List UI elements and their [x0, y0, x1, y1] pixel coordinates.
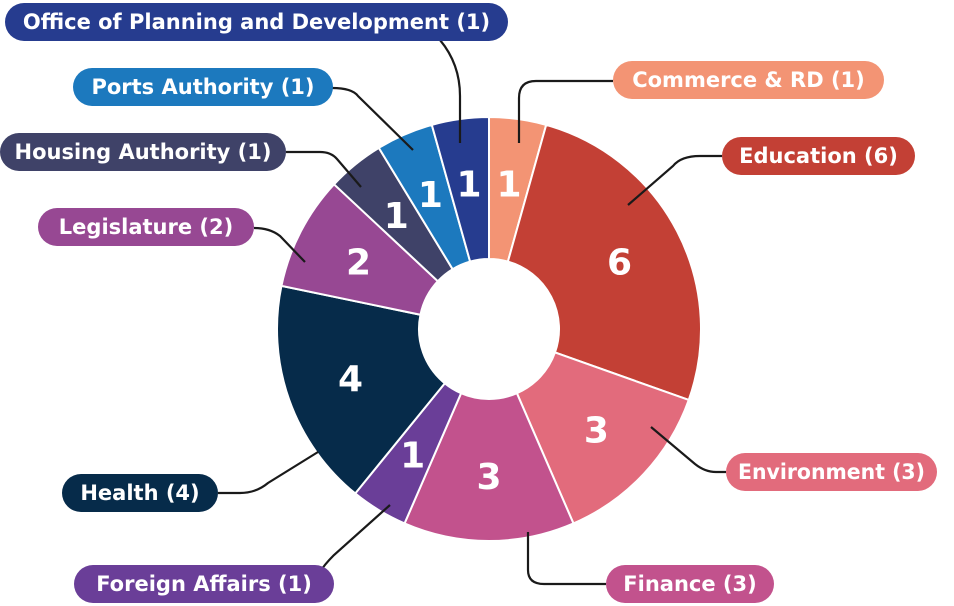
donut-slice	[430, 115, 490, 263]
callout-label-text: Office of Planning and Development (1)	[23, 10, 490, 34]
leader-lines	[218, 39, 726, 586]
slice-value-label: 1	[418, 175, 443, 216]
callout-pill	[606, 565, 774, 603]
callout-pill	[613, 61, 884, 99]
callout-label-text: Commerce & RD (1)	[632, 68, 865, 92]
leader-line	[650, 426, 726, 474]
slice-value-label: 6	[607, 242, 632, 283]
callout-label-text: Education (6)	[739, 144, 898, 168]
leader-line	[331, 86, 414, 151]
leader-line	[517, 79, 613, 143]
slice-value-label: 3	[476, 457, 501, 498]
callout-pill	[722, 137, 915, 175]
callout-pill	[74, 565, 334, 603]
callout-labels: Commerce & RD (1) Education (6) Environmen…	[0, 3, 937, 603]
callout-label-text: Legislature (2)	[59, 215, 233, 239]
callout-label-text: Housing Authority (1)	[15, 140, 272, 164]
callout-label-text: Foreign Affairs (1)	[96, 572, 312, 596]
callout-pill	[73, 68, 333, 106]
leader-line	[319, 504, 391, 573]
donut-slice	[276, 284, 447, 495]
donut-slice	[403, 391, 575, 542]
callout-label-text: Health (4)	[80, 481, 199, 505]
slice-value-label: 2	[346, 242, 371, 283]
callout-label-text: Environment (3)	[738, 460, 925, 484]
leader-line	[526, 532, 606, 586]
slice-value-label: 1	[400, 436, 425, 477]
callout-pill	[726, 453, 937, 491]
slice-value-label: 3	[584, 410, 609, 451]
slice-value-label: 1	[456, 164, 481, 205]
donut-slice	[506, 123, 702, 402]
callout-label-text: Ports Authority (1)	[91, 75, 314, 99]
leader-line	[253, 226, 306, 263]
leader-line	[439, 39, 462, 143]
leader-line	[627, 154, 722, 206]
slice-value-label: 1	[384, 196, 409, 237]
leader-line	[218, 451, 319, 495]
slice-value-label: 4	[338, 359, 363, 400]
callout-pill	[5, 3, 508, 41]
leader-line	[286, 150, 362, 188]
callout-pill	[38, 208, 254, 246]
callout-label-text: Finance (3)	[623, 572, 756, 596]
callout-pill	[62, 474, 218, 512]
callout-pill	[0, 133, 286, 171]
slice-value-label: 1	[496, 164, 521, 205]
